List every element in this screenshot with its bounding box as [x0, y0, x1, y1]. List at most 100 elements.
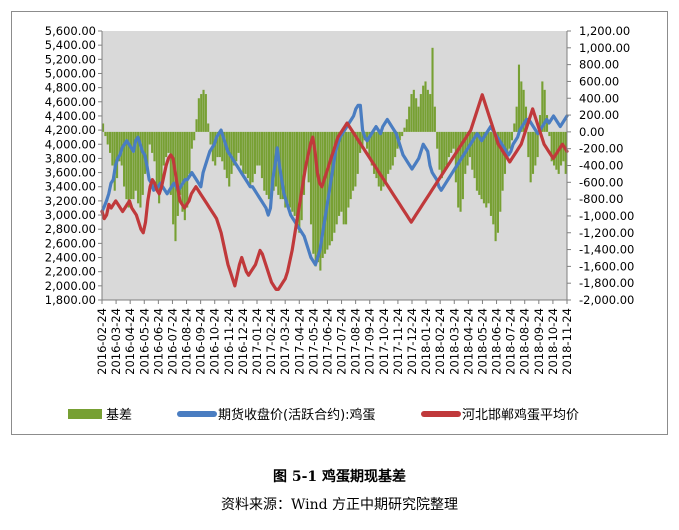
x-tick-label: 2017-02-24: [264, 308, 278, 375]
x-tick-label: 2018-03-24: [447, 308, 461, 375]
basis-bar: [375, 131, 378, 179]
basis-bar: [438, 131, 441, 170]
basis-bar: [429, 94, 432, 132]
left-tick-label: 5,000.00: [45, 66, 96, 80]
basis-bar: [426, 89, 429, 132]
left-tick-label: 4,800.00: [45, 81, 96, 95]
basis-bar: [134, 131, 137, 191]
basis-bar: [531, 131, 535, 174]
basis-bar: [298, 131, 301, 233]
basis-bar: [316, 131, 320, 263]
basis-bar: [545, 115, 549, 132]
right-tick-label: -600.00: [579, 175, 623, 189]
basis-bar: [492, 131, 495, 225]
basis-bar: [333, 131, 336, 233]
x-tick-label: 2018-10-24: [546, 308, 560, 375]
x-tick-label: 2018-01-24: [419, 308, 433, 375]
basis-bar: [398, 131, 401, 141]
basis-bar: [419, 94, 422, 132]
x-tick-label: 2018-08-24: [518, 308, 532, 375]
basis-bar: [151, 131, 154, 153]
legend-swatch-bar: [68, 409, 102, 419]
basis-bar: [314, 131, 317, 267]
basis-bar: [564, 131, 567, 174]
basis-bar: [169, 131, 172, 195]
basis-bar: [300, 131, 303, 221]
basis-bar: [216, 131, 219, 158]
right-axis: -2,000.00 -1,800.00 -1,600.00 -1,400.00 -1,2…: [566, 24, 634, 307]
x-tick-label: 2016-08-24: [180, 308, 194, 375]
basis-bar: [422, 85, 425, 132]
left-tick-label: 4,400.00: [45, 109, 96, 123]
basis-bar: [326, 131, 329, 250]
basis-bar: [158, 131, 161, 204]
price-lines: [100, 93, 569, 291]
x-tick-label: 2017-05-24: [306, 308, 320, 375]
basis-bar: [480, 131, 483, 200]
right-tick-label: 600.00: [579, 74, 619, 88]
basis-bar: [251, 131, 254, 183]
right-tick-label: -1,600.00: [579, 259, 634, 273]
x-tick-label: 2018-06-24: [490, 308, 504, 375]
basis-bar: [232, 131, 235, 166]
x-tick-label: 2017-03-24: [278, 308, 292, 375]
left-tick-label: 2,600.00: [45, 236, 96, 250]
basis-bar: [305, 131, 308, 162]
x-tick-label: 2016-06-24: [151, 308, 165, 375]
basis-bar: [246, 131, 249, 179]
x-tick-label: 2018-05-24: [475, 308, 489, 375]
basis-bar: [417, 106, 420, 132]
basis-bar: [508, 131, 511, 149]
basis-bar: [499, 131, 502, 212]
right-tick-label: 1,000.00: [579, 41, 630, 55]
basis-bar: [436, 131, 439, 149]
handan-price-line: [100, 93, 569, 291]
basis-bar: [394, 131, 397, 158]
left-tick-label: 3,600.00: [45, 166, 96, 180]
left-tick-label: 3,200.00: [45, 194, 96, 208]
basis-bar: [487, 131, 490, 204]
futures-price-line: [100, 103, 569, 267]
basis-bar: [228, 131, 231, 187]
basis-bar: [370, 131, 373, 166]
left-tick-label: 3,000.00: [45, 208, 96, 222]
basis-bar: [445, 131, 448, 166]
chart-svg: 1,800.002,000.002,200.002,400.002,600.00…: [45, 24, 635, 423]
x-tick-label: 2018-04-24: [461, 308, 475, 375]
basis-bar: [415, 98, 418, 132]
basis-bar: [223, 131, 226, 170]
basis-bar: [450, 131, 453, 153]
basis-bar: [373, 131, 376, 174]
basis-bar: [188, 131, 191, 174]
basis-bar: [200, 94, 203, 132]
basis-bar: [349, 131, 352, 200]
basis-bar: [109, 131, 112, 153]
x-tick-label: 2018-02-24: [433, 308, 447, 375]
basis-bar: [272, 131, 275, 191]
basis-bar: [202, 89, 205, 132]
right-tick-label: 400.00: [579, 91, 619, 105]
right-tick-label: -1,000.00: [579, 209, 634, 223]
basis-bar: [137, 131, 140, 204]
left-tick-label: 4,000.00: [45, 137, 96, 151]
basis-bar: [405, 119, 408, 132]
basis-bar: [239, 131, 242, 166]
right-tick-label: -800.00: [579, 192, 623, 206]
figure-source: 资料来源：Wind 方正中期研究院整理: [220, 497, 459, 513]
x-tick-label: 2016-04-24: [123, 308, 137, 375]
basis-bar: [295, 131, 299, 229]
basis-bar: [270, 131, 273, 195]
basis-bar: [155, 131, 158, 187]
basis-bar: [389, 131, 392, 170]
right-tick-label: 200.00: [579, 108, 619, 122]
left-tick-label: 3,800.00: [45, 151, 96, 165]
basis-bar: [132, 131, 135, 200]
basis-bar: [179, 131, 182, 195]
basis-bar: [403, 127, 406, 132]
basis-bar: [527, 131, 530, 158]
basis-bar: [454, 131, 457, 183]
basis-bar: [167, 131, 170, 153]
basis-bar: [513, 123, 516, 132]
x-tick-label: 2017-07-24: [335, 308, 349, 375]
basis-bar: [181, 131, 184, 212]
